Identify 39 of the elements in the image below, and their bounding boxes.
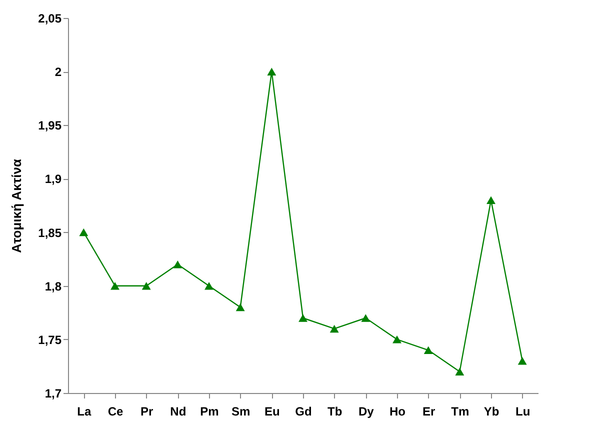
point bbox=[424, 346, 433, 354]
x-tick-label: Dy bbox=[358, 404, 374, 418]
y-tick-label: 2,05 bbox=[38, 12, 62, 26]
x-tick-label: Sm bbox=[231, 404, 250, 418]
point bbox=[518, 356, 527, 365]
y-axis-title: Ατομική Ακτίνα bbox=[9, 159, 24, 253]
y-tick-label: 1,8 bbox=[44, 279, 62, 294]
point bbox=[486, 196, 496, 204]
x-tick-label: La bbox=[77, 404, 92, 418]
point bbox=[204, 282, 214, 290]
point bbox=[455, 368, 464, 376]
x-tick-label: Tb bbox=[327, 404, 342, 418]
x-tick-label: Gd bbox=[295, 404, 312, 418]
point bbox=[142, 282, 151, 290]
y-tick-label: 2 bbox=[54, 65, 62, 80]
x-tick-label: Er bbox=[422, 404, 436, 418]
y-tick-label: 1,9 bbox=[44, 172, 62, 186]
point bbox=[392, 336, 402, 344]
point bbox=[267, 68, 276, 76]
x-tick-label: Eu bbox=[264, 404, 280, 418]
x-tick-label: Pr bbox=[140, 404, 154, 418]
point bbox=[330, 324, 339, 333]
y-tick-label: 1,75 bbox=[38, 332, 62, 347]
y-tick-label: 1,95 bbox=[38, 118, 62, 133]
x-tick-label: Lu bbox=[515, 404, 530, 418]
point bbox=[79, 228, 88, 236]
point bbox=[173, 260, 182, 268]
point bbox=[110, 282, 120, 290]
x-tick-label: Ce bbox=[108, 404, 124, 418]
x-tick-label: Nd bbox=[170, 404, 186, 418]
x-tick-label: Ho bbox=[390, 404, 406, 418]
point bbox=[361, 314, 370, 322]
point bbox=[236, 303, 245, 312]
point bbox=[298, 314, 308, 322]
x-tick-label: Pm bbox=[200, 404, 219, 418]
y-tick-label: 1,7 bbox=[44, 386, 62, 400]
x-tick-label: Yb bbox=[484, 404, 500, 418]
y-tick-label: 1,85 bbox=[38, 226, 62, 240]
x-tick-label: Tm bbox=[451, 404, 470, 418]
